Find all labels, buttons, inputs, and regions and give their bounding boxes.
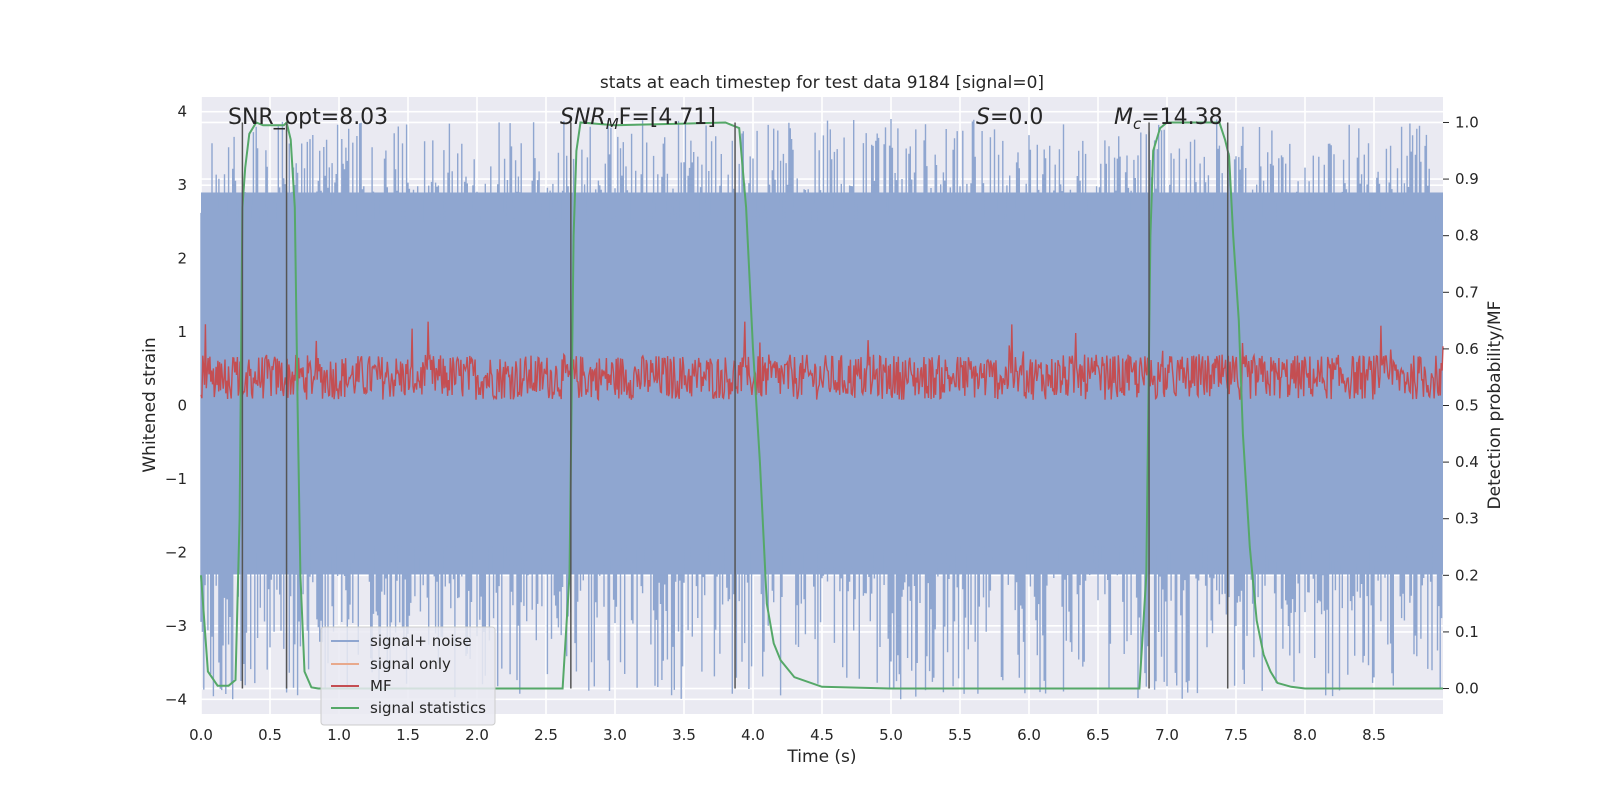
x-tick-label: 4.5 [810,726,834,744]
mf-line [200,321,1444,402]
y-tick-label-left: 3 [177,176,187,194]
y-tick-label-right: 0.3 [1455,510,1479,528]
y-tick-label-left: 1 [177,323,187,341]
y-tick-label-left: −2 [165,543,187,561]
x-tick-label: 1.0 [327,726,351,744]
legend-label-mf: MF [370,677,392,695]
mc-sub: c [1133,115,1142,133]
x-tick-label: 8.5 [1362,726,1386,744]
vertical-markers [241,122,1229,689]
x-tick-label: 1.5 [396,726,420,744]
y-tick-label-left: −3 [165,617,187,635]
legend-label-signal-noise: signal+ noise [370,632,472,650]
annotation-mc: Mc=14.38 [1114,105,1223,133]
x-tick-label: 8.0 [1293,726,1317,744]
tick-labels: 0.0 0.5 1.0 1.5 2.0 2.5 3.0 3.5 4.0 4.5 5.0 5.5 6.0 6… [165,103,1479,744]
x-tick-label: 3.0 [603,726,627,744]
x-tick-label: 5.0 [879,726,903,744]
signal-statistics-line [200,120,1443,690]
legend-box [320,626,496,726]
y-tick-label-right: 0.1 [1455,623,1479,641]
legend-label-signal-statistics: signal statistics [370,699,486,717]
y-tick-label-left: 0 [177,397,187,415]
x-tick-label: 5.5 [948,726,972,744]
legend: signal+ noise signal only MF signal stat… [320,626,496,726]
y-tick-label-right: 0.0 [1455,680,1479,698]
y-tick-label-right: 0.6 [1455,340,1479,358]
x-tick-label: 0.5 [258,726,282,744]
x-tick-label: 0.0 [189,726,213,744]
y-axis-label-right: Detection probability/MF [1485,301,1505,510]
chart-title: stats at each timestep for test data 918… [600,73,1044,93]
y-tick-label-right: 1.0 [1455,113,1479,131]
snr-mf-base: SNR [560,105,606,130]
y-tick-label-right: 0.9 [1455,170,1479,188]
y-axis-label-left: Whitened strain [140,337,160,472]
annotation-s: S=0.0 [976,105,1043,130]
x-tick-label: 6.5 [1086,726,1110,744]
x-tick-label: 2.5 [534,726,558,744]
snr-mf-post: F=[4.71] [619,105,716,130]
mc-post: =14.38 [1141,105,1222,130]
x-tick-label: 7.5 [1224,726,1248,744]
snr-mf-sub: M [606,115,619,133]
y-tick-label-right: 0.5 [1455,397,1479,415]
x-tick-label: 2.0 [465,726,489,744]
y-tick-label-right: 0.7 [1455,283,1479,301]
y-tick-label-right: 0.2 [1455,566,1479,584]
annotation-snr-opt: SNR_opt=8.03 [228,105,388,130]
s-post: =0.0 [990,105,1043,130]
y-tick-label-right: 0.4 [1455,453,1479,471]
legend-label-signal-only: signal only [370,655,451,673]
s-sym: S [976,105,990,130]
data-layer [200,119,1444,700]
x-tick-label: 3.5 [672,726,696,744]
x-tick-label: 6.0 [1017,726,1041,744]
y-tick-label-left: −4 [165,690,187,708]
mc-base: M [1114,105,1133,130]
x-tick-label: 4.0 [741,726,765,744]
x-tick-label: 7.0 [1155,726,1179,744]
y-tick-label-right: 0.8 [1455,227,1479,245]
annotation-snr-mf: SNRMF=[4.71] [560,105,716,133]
y-tick-label-left: 4 [177,103,187,121]
y-tick-label-left: −1 [165,470,187,488]
x-axis-label: Time (s) [786,747,856,767]
y-tick-label-left: 2 [177,250,187,268]
